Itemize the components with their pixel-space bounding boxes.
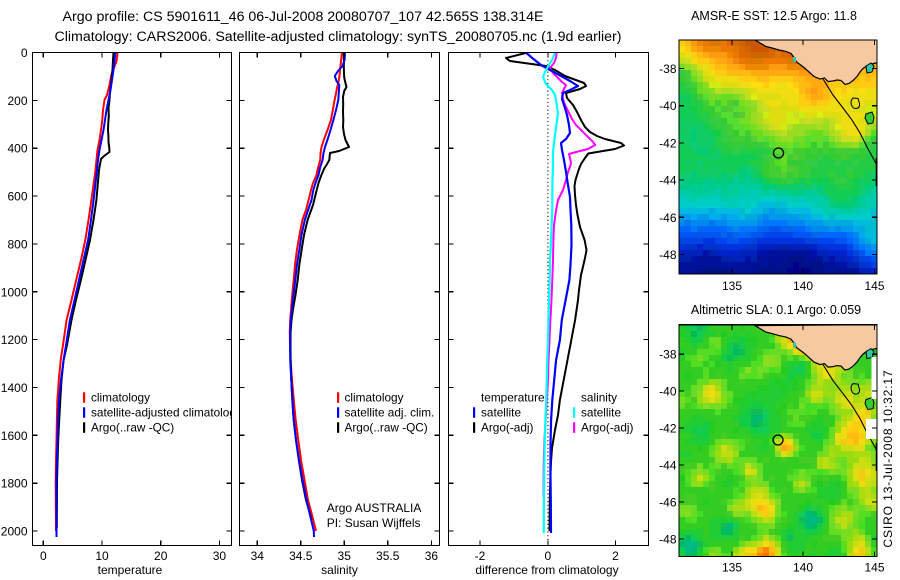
svg-text:CSIRO 13-Jul-2008 10:32:17: CSIRO 13-Jul-2008 10:32:17 (881, 369, 895, 547)
svg-text:800: 800 (7, 237, 27, 251)
svg-text:Altimetric SLA: 0.1 Argo: 0.05: Altimetric SLA: 0.1 Argo: 0.059 (691, 303, 861, 317)
svg-text:600: 600 (7, 190, 27, 204)
svg-text:140: 140 (793, 561, 813, 575)
svg-text:0: 0 (21, 46, 28, 60)
svg-text:climatology: climatology (91, 391, 150, 405)
svg-text:145: 145 (864, 279, 884, 293)
svg-text:-46: -46 (659, 496, 677, 510)
svg-text:0: 0 (545, 549, 552, 563)
svg-text:35: 35 (338, 549, 352, 563)
svg-text:35.5: 35.5 (376, 549, 400, 563)
svg-text:salinity: salinity (321, 563, 358, 577)
svg-text:-2: -2 (475, 549, 486, 563)
svg-text:Argo(..raw -QC): Argo(..raw -QC) (91, 421, 174, 435)
svg-text:10: 10 (95, 549, 109, 563)
svg-text:1400: 1400 (1, 381, 28, 395)
svg-text:Argo AUSTRALIA: Argo AUSTRALIA (327, 501, 422, 515)
svg-text:-42: -42 (659, 422, 677, 436)
svg-text:135: 135 (722, 561, 742, 575)
svg-text:400: 400 (7, 142, 27, 156)
svg-text:-42: -42 (659, 136, 677, 150)
svg-text:Argo(..raw -QC): Argo(..raw -QC) (345, 421, 428, 435)
svg-text:2000: 2000 (1, 525, 28, 539)
svg-text:140: 140 (793, 279, 813, 293)
svg-text:satellite: satellite (581, 406, 621, 420)
svg-text:34: 34 (251, 549, 265, 563)
svg-text:1600: 1600 (1, 429, 28, 443)
svg-text:20: 20 (154, 549, 168, 563)
svg-text:2: 2 (612, 549, 619, 563)
svg-text:-38: -38 (659, 348, 677, 362)
svg-text:-38: -38 (659, 62, 677, 76)
svg-text:salinity: salinity (581, 391, 617, 405)
svg-text:satellite adj. clim.: satellite adj. clim. (345, 406, 435, 420)
svg-text:1000: 1000 (1, 285, 28, 299)
svg-text:temperature: temperature (481, 391, 545, 405)
svg-text:1200: 1200 (1, 333, 28, 347)
svg-text:-48: -48 (659, 248, 677, 262)
svg-text:AMSR-E SST: 12.5 Argo: 11.8: AMSR-E SST: 12.5 Argo: 11.8 (691, 9, 857, 23)
svg-text:Argo(-adj): Argo(-adj) (581, 421, 634, 435)
svg-text:-40: -40 (659, 385, 677, 399)
svg-text:Climatology: CARS2006. Satelli: Climatology: CARS2006. Satellite-adjuste… (54, 29, 621, 45)
svg-text:-44: -44 (659, 174, 677, 188)
svg-text:36: 36 (425, 549, 439, 563)
svg-text:34.5: 34.5 (289, 549, 313, 563)
svg-text:Argo profile: CS 5901611_46 06: Argo profile: CS 5901611_46 06-Jul-2008 … (63, 9, 544, 25)
svg-text:145: 145 (864, 561, 884, 575)
svg-text:-48: -48 (659, 532, 677, 546)
svg-text:0: 0 (40, 549, 47, 563)
svg-text:satellite: satellite (481, 406, 521, 420)
svg-text:-46: -46 (659, 211, 677, 225)
svg-text:satellite-adjusted climatology: satellite-adjusted climatology (91, 406, 242, 420)
svg-text:Argo(-adj): Argo(-adj) (481, 421, 534, 435)
svg-text:-40: -40 (659, 99, 677, 113)
svg-text:climatology: climatology (345, 391, 404, 405)
svg-text:difference from climatology: difference from climatology (475, 563, 618, 577)
svg-text:PI: Susan Wijffels: PI: Susan Wijffels (327, 516, 421, 530)
svg-text:1800: 1800 (1, 477, 28, 491)
svg-text:30: 30 (213, 549, 227, 563)
svg-text:200: 200 (7, 94, 27, 108)
svg-text:-44: -44 (659, 459, 677, 473)
svg-text:135: 135 (722, 279, 742, 293)
svg-text:temperature: temperature (98, 563, 163, 577)
